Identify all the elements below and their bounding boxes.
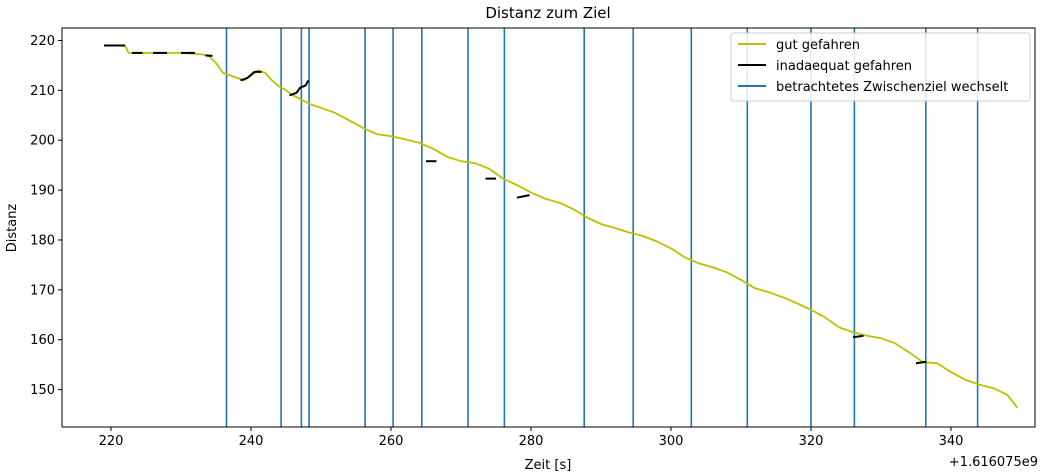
plot-frame — [61, 27, 1036, 428]
y-tick-label-200: 200 — [30, 134, 55, 149]
y-tick-label-180: 180 — [30, 233, 55, 248]
bad-segment-6 — [289, 79, 310, 97]
bad-segment-11 — [915, 360, 927, 365]
series-inadaequat-gefahren — [104, 44, 927, 365]
x-tick-label-340: 340 — [939, 434, 964, 449]
y-tick-label-190: 190 — [30, 184, 55, 199]
x-tick-label-280: 280 — [519, 434, 544, 449]
legend-label-zwischenziel: betrachtetes Zwischenziel wechselt — [776, 80, 1008, 95]
legend-label-gut-gefahren: gut gefahren — [776, 38, 860, 53]
x-axis: 220 240 260 280 300 320 340 — [99, 427, 964, 449]
x-tick-label-260: 260 — [379, 434, 404, 449]
x-tick-label-320: 320 — [799, 434, 824, 449]
y-tick-label-160: 160 — [30, 333, 55, 348]
y-tick-label-220: 220 — [30, 34, 55, 49]
bad-segment-9 — [516, 194, 530, 199]
x-tick-label-240: 240 — [239, 434, 264, 449]
x-offset-label: +1.616075e9 — [949, 455, 1038, 470]
bad-segment-5 — [240, 70, 262, 82]
bad-segment-4 — [205, 54, 213, 57]
switch-lines — [225, 28, 979, 427]
y-tick-label-150: 150 — [30, 383, 55, 398]
y-tick-label-210: 210 — [30, 84, 55, 99]
legend-label-inadaequat-gefahren: inadaequat gefahren — [776, 59, 912, 74]
legend-frame — [730, 32, 1031, 102]
x-axis-label: Zeit [s] — [525, 458, 572, 473]
x-tick-label-220: 220 — [99, 434, 124, 449]
y-tick-label-170: 170 — [30, 283, 55, 298]
x-tick-label-300: 300 — [659, 434, 684, 449]
chart-title: Distanz zum Ziel — [485, 4, 610, 22]
bad-segment-10 — [852, 334, 864, 339]
legend: gut gefahren inadaequat gefahren betrach… — [730, 32, 1031, 102]
y-axis-label: Distanz — [5, 204, 20, 253]
y-axis: 150 160 170 180 190 200 210 220 — [30, 34, 62, 398]
